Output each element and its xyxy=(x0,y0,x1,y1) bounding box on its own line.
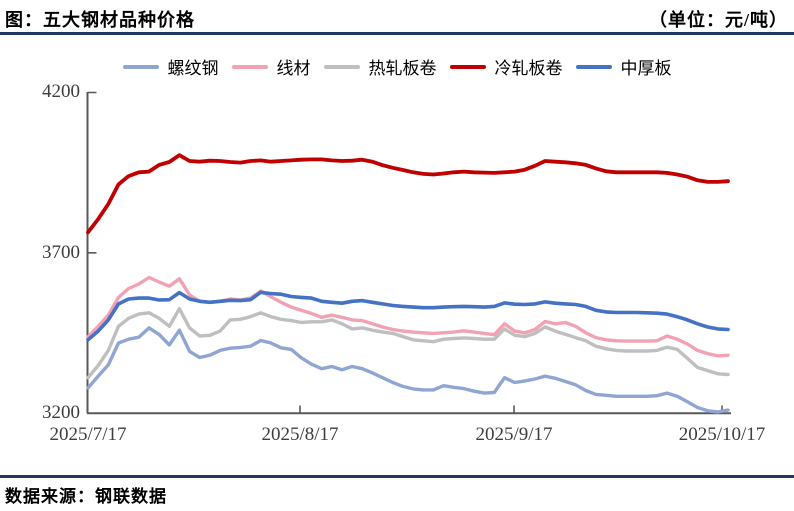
legend-label-medium-plate: 中厚板 xyxy=(620,59,672,78)
footer-divider xyxy=(0,475,794,478)
x-tick-label-oct: 2025/10/17 xyxy=(678,424,766,445)
legend-item-rebar: 螺纹钢 xyxy=(122,54,219,79)
axis-lines xyxy=(86,92,731,415)
data-source-label: 数据来源：钢联数据 xyxy=(5,487,167,506)
header: 图：五大钢材品种价格 （单位：元/吨） xyxy=(0,0,794,35)
x-tick-label-jul: 2025/7/17 xyxy=(49,424,127,445)
chart-line-4 xyxy=(86,290,730,342)
x-axis-ticks xyxy=(299,405,723,413)
legend-swatch-rebar xyxy=(122,64,159,69)
legend-swatch-medium-plate xyxy=(575,64,612,69)
chart-legend: 螺纹钢 线材 热轧板卷 冷轧板卷 中厚板 xyxy=(0,54,794,79)
legend-label-hot-rolled-coil: 热轧板卷 xyxy=(368,59,437,78)
y-axis-ticks xyxy=(87,91,97,254)
y-tick-label-3700: 3700 xyxy=(42,242,80,263)
legend-item-medium-plate: 中厚板 xyxy=(575,54,672,79)
chart-line-0 xyxy=(86,326,730,414)
chart-line-1 xyxy=(86,275,730,358)
y-tick-label-4200: 4200 xyxy=(42,81,80,102)
legend-label-cold-rolled-coil: 冷轧板卷 xyxy=(494,59,563,78)
legend-label-wire-rod: 线材 xyxy=(276,59,311,78)
x-tick-label-aug: 2025/8/17 xyxy=(261,424,339,445)
unit-label: （单位：元/吨） xyxy=(648,10,788,30)
legend-swatch-wire-rod xyxy=(231,64,268,69)
chart-line-2 xyxy=(86,307,730,380)
legend-swatch-cold-rolled-coil xyxy=(449,64,486,69)
legend-item-hot-rolled-coil: 热轧板卷 xyxy=(323,54,437,79)
legend-item-cold-rolled-coil: 冷轧板卷 xyxy=(449,54,563,79)
legend-swatch-hot-rolled-coil xyxy=(323,64,360,69)
legend-item-wire-rod: 线材 xyxy=(231,54,311,79)
page-title: 图：五大钢材品种价格 xyxy=(5,10,195,30)
x-tick-label-sep: 2025/9/17 xyxy=(475,424,553,445)
legend-label-rebar: 螺纹钢 xyxy=(167,59,219,78)
y-tick-label-3200: 3200 xyxy=(42,402,80,423)
chart-line-3 xyxy=(86,153,730,235)
